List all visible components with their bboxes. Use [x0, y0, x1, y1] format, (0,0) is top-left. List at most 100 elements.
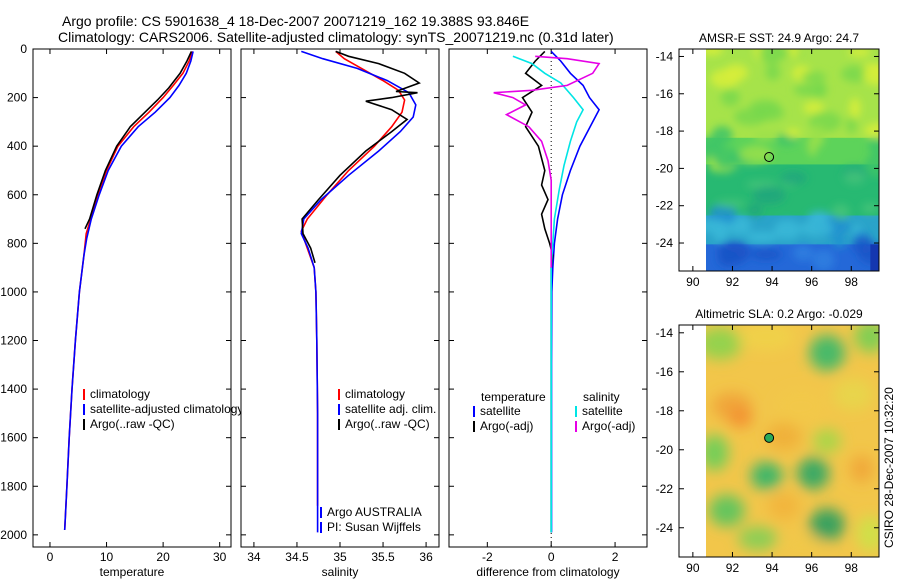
map-title: AMSR-E SST: 24.9 Argo: 24.7 [699, 31, 859, 45]
sst-patch [846, 116, 857, 134]
sst-patch [852, 235, 874, 255]
axes-frame [448, 48, 648, 548]
x-tick-label: 92 [726, 275, 740, 289]
sst-patch [753, 131, 777, 141]
y-tick-label: 400 [7, 139, 27, 153]
y-tick-label: 0 [20, 42, 27, 56]
y-tick-label: -20 [656, 161, 674, 175]
y-tick-label: -18 [656, 124, 674, 138]
sla-eddy [833, 378, 874, 411]
legend-label: climatology [345, 387, 405, 401]
y-tick-label: 1600 [0, 431, 27, 445]
sst-patch [747, 203, 763, 217]
map-image [706, 49, 879, 271]
y-tick-label: -18 [656, 404, 674, 418]
sla-eddy [765, 422, 802, 451]
map-image [706, 325, 879, 557]
x-tick-label: 30 [213, 550, 227, 564]
sst-patch [720, 88, 740, 107]
series-line-3 [84, 51, 193, 230]
series-line-3 [301, 50, 421, 264]
sla-eddy [750, 461, 783, 490]
x-tick-label: 96 [805, 275, 819, 289]
sla-eddy [775, 388, 828, 425]
legend-title-salinity: salinity [583, 390, 620, 404]
sst-patch [788, 49, 799, 59]
x-tick-label: 90 [686, 561, 700, 575]
sla-eddy [738, 325, 795, 351]
sst-patch [809, 111, 842, 132]
figure-title-line-1: Argo profile: CS 5901638_4 18-Dec-2007 2… [62, 13, 530, 29]
sst-texture [706, 49, 879, 271]
sst-patch [841, 65, 871, 83]
sst-patch [706, 49, 724, 56]
x-tick-label: 94 [765, 275, 779, 289]
y-tick-label: 1000 [0, 285, 27, 299]
x-axis-label: difference from climatology [476, 565, 619, 579]
sst-patch [803, 101, 825, 115]
sst-patch [813, 124, 825, 147]
sst-patch [780, 171, 808, 185]
sst-patch [813, 81, 827, 98]
sla-eddy [856, 515, 879, 552]
x-tick-label: -2 [482, 550, 493, 564]
x-axis-label: salinity [322, 565, 359, 579]
legend-label: satellite [480, 404, 521, 418]
legend-label: satellite adj. clim. [345, 402, 436, 416]
y-tick-label: -16 [656, 365, 674, 379]
sst-patch [832, 236, 847, 249]
sla-eddy [797, 457, 830, 490]
sla-map-panel: Altimetric SLA: 0.2 Argo: -0.029 90 92 94 96… [656, 307, 880, 575]
sst-patch [706, 218, 729, 234]
sst-patch [759, 49, 784, 65]
sst-patch [715, 199, 747, 208]
x-tick-label: 90 [686, 275, 700, 289]
sst-patch [785, 128, 801, 138]
legend-label: Argo(-adj) [480, 419, 533, 433]
sst-patch [765, 64, 781, 81]
x-tick-label: 96 [805, 561, 819, 575]
sla-eddy [779, 535, 824, 556]
sst-patch [848, 49, 871, 57]
sst-patch [843, 170, 866, 185]
y-tick-label: 600 [7, 188, 27, 202]
figure-title-line-2: Climatology: CARS2006. Satellite-adjuste… [58, 29, 614, 45]
legend-label: Argo(..raw -QC) [345, 417, 430, 431]
axes-frame [32, 48, 232, 548]
y-tick-label: -24 [656, 236, 674, 250]
sst-patch [864, 122, 879, 139]
annotation-text: PI: Susan Wijffels [327, 520, 421, 534]
sst-patch [864, 153, 879, 178]
argo-location-marker [764, 432, 775, 443]
legend-label: Argo(..raw -QC) [90, 417, 175, 431]
series-line-4 [493, 55, 601, 268]
sst-map-panel: AMSR-E SST: 24.9 Argo: 24.7 90 92 94 96 98 -14… [656, 31, 880, 289]
x-axis-label: temperature [100, 565, 165, 579]
sst-edge [870, 244, 879, 271]
x-tick-label: 98 [845, 561, 859, 575]
y-tick-label: -24 [656, 521, 674, 535]
sst-patch [808, 211, 831, 223]
x-tick-label: 92 [726, 561, 740, 575]
sla-eddy [708, 494, 745, 527]
y-tick-label: -16 [656, 87, 674, 101]
sst-patch [717, 251, 740, 267]
sla-eddy [728, 407, 753, 428]
legend-label: climatology [90, 387, 150, 401]
sst-patch [745, 231, 778, 243]
legend-label: satellite-adjusted climatology [90, 402, 243, 416]
map-title: Altimetric SLA: 0.2 Argo: -0.029 [695, 307, 863, 321]
sla-eddy [809, 334, 846, 371]
y-tick-label: 200 [7, 91, 27, 105]
sla-eddy [706, 327, 742, 360]
profile-panel-1: 0 10 20 30 0 200 400 600 800 1000 1200 1400 1600 1800… [0, 42, 243, 579]
map-frame [678, 48, 880, 272]
axes-frame [240, 48, 440, 548]
sst-patch [862, 65, 879, 86]
x-tick-label: 94 [765, 561, 779, 575]
x-tick-label: 98 [845, 275, 859, 289]
sla-eddy [706, 434, 729, 471]
profile-panel-2: 34 34.5 35 35.5 36 salinity climatologysatelli… [240, 48, 440, 579]
